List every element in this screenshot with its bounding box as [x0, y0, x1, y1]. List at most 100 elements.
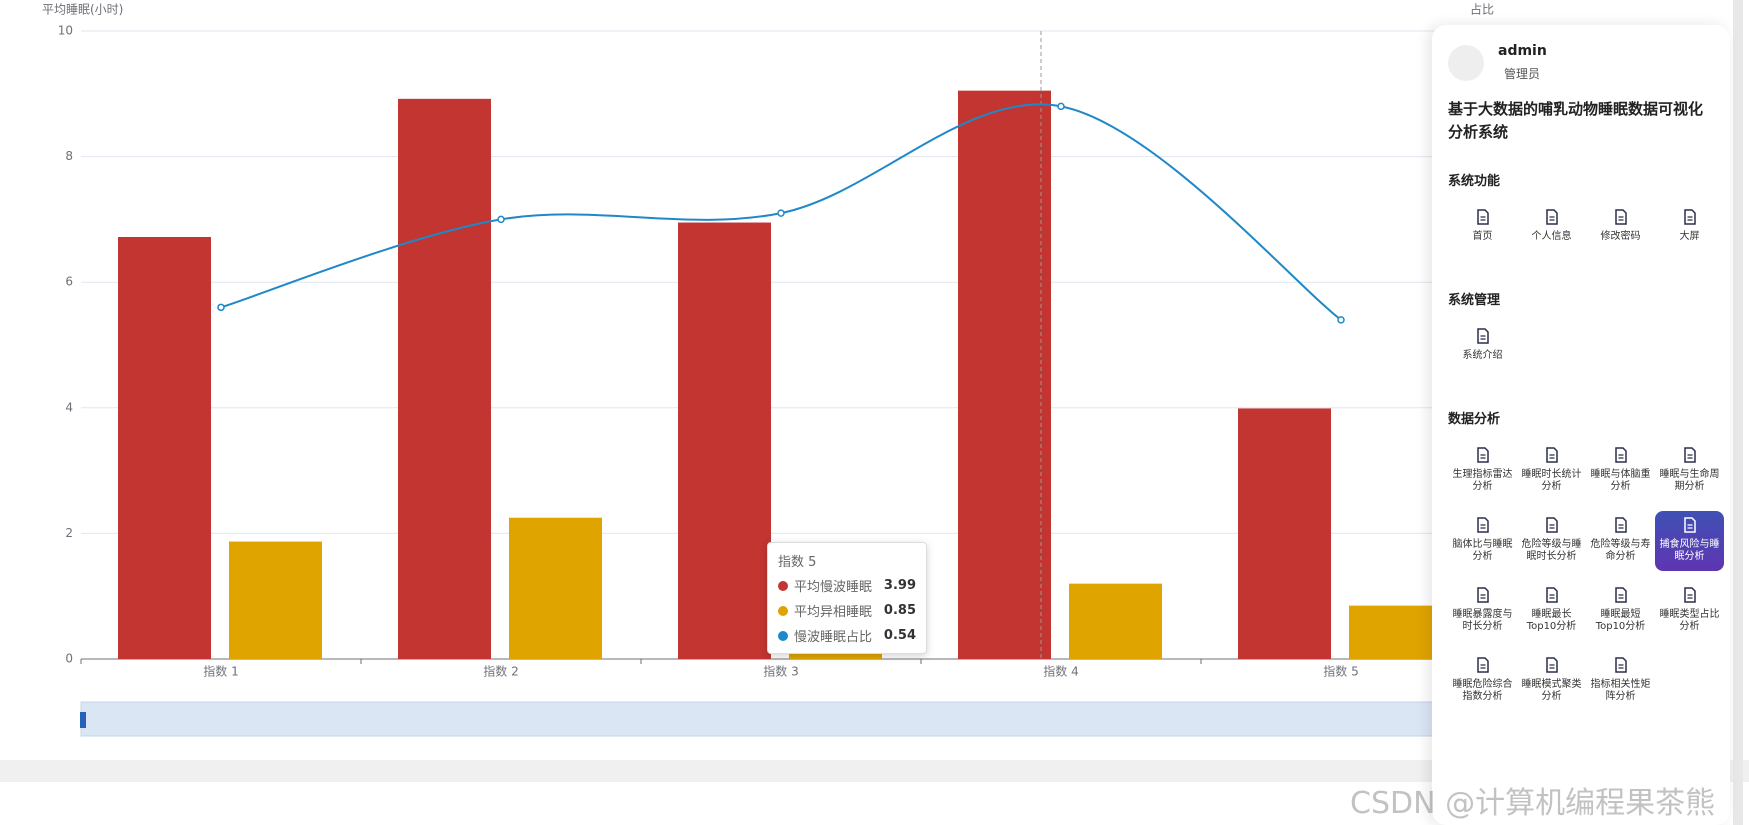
line: [220, 103, 1342, 321]
menu-icon: [1683, 447, 1696, 463]
menu-icon: [1545, 517, 1558, 533]
menu-item[interactable]: 睡眠与体脑重分析: [1586, 441, 1655, 501]
x-tick-label: 指数 3: [763, 664, 798, 679]
menu-label: 睡眠类型占比分析: [1659, 609, 1720, 632]
bar: [1069, 583, 1162, 659]
menu-item[interactable]: 睡眠模式聚类分析: [1517, 651, 1586, 711]
tooltip: 指数 5 平均慢波睡眠 3.99 平均异相睡眠 0.85 慢波睡眠占比 0.54: [767, 542, 927, 654]
y-axis-label: 平均睡眠(小时): [42, 3, 123, 17]
menu-label: 大屏: [1679, 231, 1700, 242]
watermark: CSDN @计算机编程果茶熊: [1350, 786, 1716, 821]
menu-label: 睡眠时长统计分析: [1521, 469, 1582, 492]
bar: [509, 517, 602, 659]
sidebar: admin 管理员 基于大数据的哺乳动物睡眠数据可视化分析系统 系统功能首页 个人…: [1432, 25, 1730, 825]
line-point: [497, 215, 505, 224]
menu-icon: [1476, 657, 1489, 673]
bar: [229, 541, 322, 659]
bar: [1238, 408, 1331, 659]
menu-item[interactable]: 睡眠类型占比分析: [1655, 581, 1724, 641]
y-tick-label: 10: [58, 24, 73, 38]
menu-label: 生理指标雷达分析: [1452, 469, 1513, 492]
menu-label: 睡眠模式聚类分析: [1521, 679, 1582, 702]
menu-item[interactable]: 系统介绍: [1448, 322, 1517, 382]
y-tick-label: 8: [65, 149, 73, 163]
system-title: 基于大数据的哺乳动物睡眠数据可视化分析系统: [1448, 100, 1704, 141]
menu-item[interactable]: 危险等级与寿命分析: [1586, 511, 1655, 571]
bar: [958, 90, 1051, 659]
menu-item[interactable]: 生理指标雷达分析: [1448, 441, 1517, 501]
menu-item[interactable]: 睡眠与生命周期分析: [1655, 441, 1724, 501]
tooltip-dot: [778, 580, 788, 591]
tooltip-row: 平均异相睡眠 0.85: [778, 601, 916, 620]
menu-label: 首页: [1472, 231, 1493, 242]
tooltip-name: 平均异相睡眠: [794, 605, 873, 620]
menu-icon: [1476, 209, 1489, 225]
tooltip-dot: [778, 605, 788, 616]
menu-label: 个人信息: [1531, 231, 1572, 242]
menu-item[interactable]: 睡眠最长Top10分析: [1517, 581, 1586, 641]
scrollbar[interactable]: [1733, 0, 1743, 825]
tooltip-value: 0.54: [883, 628, 916, 643]
bar: [398, 98, 491, 660]
menu-icon: [1614, 587, 1627, 603]
menu-label: 睡眠与体脑重分析: [1590, 469, 1651, 492]
user-name: admin: [1498, 43, 1547, 59]
menu-icon: [1614, 209, 1627, 225]
menu-item[interactable]: 睡眠危险综合指数分析: [1448, 651, 1517, 711]
tooltip-name: 慢波睡眠占比: [794, 630, 873, 645]
menu-item[interactable]: 指标相关性矩阵分析: [1586, 651, 1655, 711]
menu-label: 睡眠暴露度与时长分析: [1452, 609, 1513, 632]
menu: 系统功能 首页 个人信息 修改密码 大屏 系统管理 系统介绍 数据分析 生理指标雷达分析 睡眠时长…: [1448, 170, 1724, 711]
menu-label: 修改密码: [1600, 231, 1641, 242]
y2-axis-label: 占比: [1470, 2, 1494, 17]
y-tick-label: 4: [65, 400, 73, 414]
menu-label: 危险等级与睡眠时长分析: [1521, 539, 1582, 562]
menu-icon: [1683, 209, 1696, 225]
menu-item[interactable]: 睡眠时长统计分析: [1517, 441, 1586, 501]
menu-icon: [1476, 328, 1489, 344]
menu-item[interactable]: 脑体比与睡眠分析: [1448, 511, 1517, 571]
bar: [118, 236, 211, 659]
y-tick-label: 2: [65, 526, 73, 540]
menu-item[interactable]: 危险等级与睡眠时长分析: [1517, 511, 1586, 571]
x-tick-label: 指数 4: [1043, 664, 1078, 679]
line-point: [217, 303, 225, 312]
user-role: 管理员: [1504, 67, 1541, 81]
user-info: admin 管理员: [1448, 43, 1714, 82]
menu-label: 睡眠危险综合指数分析: [1452, 679, 1513, 702]
line-point: [777, 209, 785, 217]
menu-icon: [1614, 447, 1627, 463]
section-title: 系统管理: [1448, 293, 1501, 308]
menu-label: 睡眠最长Top10分析: [1526, 609, 1577, 632]
menu-item[interactable]: 捕食风险与睡眠分析: [1655, 511, 1724, 571]
menu-item[interactable]: 大屏: [1655, 203, 1724, 263]
zoom-slider[interactable]: [80, 701, 1442, 737]
bar: [1349, 605, 1442, 659]
tooltip-title: 指数 5: [778, 555, 817, 570]
tooltip-value: 0.85: [883, 603, 916, 618]
menu-item[interactable]: 睡眠暴露度与时长分析: [1448, 581, 1517, 641]
menu-icon: [1683, 587, 1696, 603]
menu-grid: 首页 个人信息 修改密码 大屏: [1448, 203, 1714, 263]
menu-grid: 系统介绍: [1448, 322, 1714, 382]
menu-label: 捕食风险与睡眠分析: [1659, 539, 1720, 562]
menu-icon: [1545, 209, 1558, 225]
menu-item[interactable]: 首页: [1448, 203, 1517, 263]
menu-label: 危险等级与寿命分析: [1590, 539, 1651, 562]
menu-item[interactable]: 修改密码: [1586, 203, 1655, 263]
zoom-handle[interactable]: [80, 712, 86, 728]
x-tick-label: 指数 5: [1323, 664, 1358, 679]
menu-icon: [1545, 657, 1558, 673]
menu-item[interactable]: 个人信息: [1517, 203, 1586, 263]
menu-icon: [1545, 447, 1558, 463]
menu-item[interactable]: 睡眠最短Top10分析: [1586, 581, 1655, 641]
menu-label: 系统介绍: [1462, 350, 1503, 361]
tooltip-row: 慢波睡眠占比 0.54: [778, 626, 916, 645]
menu-icon: [1614, 517, 1627, 533]
avatar: [1448, 44, 1484, 81]
menu-icon: [1614, 657, 1627, 673]
section-title: 系统功能: [1448, 174, 1501, 189]
line-point: [1337, 316, 1345, 324]
menu-icon: [1545, 587, 1558, 603]
tooltip-row: 平均慢波睡眠 3.99: [778, 576, 916, 595]
